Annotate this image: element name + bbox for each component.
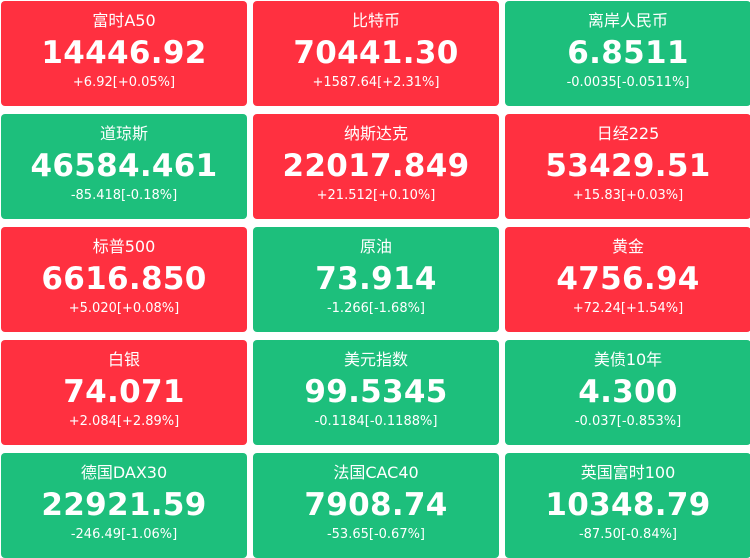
market-name: 美债10年 xyxy=(593,350,663,369)
market-price: 53429.51 xyxy=(545,148,711,184)
market-price: 14446.92 xyxy=(41,35,207,71)
market-change: +21.512[+0.10%] xyxy=(316,188,436,203)
market-price: 22921.59 xyxy=(41,487,207,523)
market-price: 7908.74 xyxy=(304,487,448,523)
market-change: +1587.64[+2.31%] xyxy=(312,75,440,90)
market-price: 4.300 xyxy=(578,374,678,410)
market-price: 6.8511 xyxy=(567,35,689,71)
market-price: 22017.849 xyxy=(282,148,470,184)
market-change: +72.24[+1.54%] xyxy=(572,301,684,316)
market-name: 原油 xyxy=(359,237,392,256)
market-price: 10348.79 xyxy=(545,487,711,523)
market-change: +2.084[+2.89%] xyxy=(68,414,180,429)
market-name: 标普500 xyxy=(92,237,156,256)
market-name: 纳斯达克 xyxy=(343,124,408,143)
market-tile[interactable]: 日经225 53429.51 +15.83[+0.03%] xyxy=(505,114,750,219)
market-name: 美元指数 xyxy=(343,350,408,369)
market-change: -0.037[-0.853%] xyxy=(574,414,682,429)
market-price: 74.071 xyxy=(63,374,185,410)
market-tile[interactable]: 法国CAC40 7908.74 -53.65[-0.67%] xyxy=(253,453,499,558)
market-change: -246.49[-1.06%] xyxy=(70,527,178,542)
market-tile[interactable]: 美元指数 99.5345 -0.1184[-0.1188%] xyxy=(253,340,499,445)
market-name: 离岸人民币 xyxy=(587,11,668,30)
market-name: 富时A50 xyxy=(92,11,156,30)
market-change: -87.50[-0.84%] xyxy=(578,527,678,542)
market-name: 白银 xyxy=(107,350,140,369)
market-name: 法国CAC40 xyxy=(333,463,419,482)
market-tile[interactable]: 纳斯达克 22017.849 +21.512[+0.10%] xyxy=(253,114,499,219)
market-name: 道琼斯 xyxy=(99,124,148,143)
market-tile[interactable]: 美债10年 4.300 -0.037[-0.853%] xyxy=(505,340,750,445)
market-price: 46584.461 xyxy=(30,148,218,184)
market-tile[interactable]: 德国DAX30 22921.59 -246.49[-1.06%] xyxy=(1,453,247,558)
market-tile[interactable]: 黄金 4756.94 +72.24[+1.54%] xyxy=(505,227,750,332)
market-price: 70441.30 xyxy=(293,35,459,71)
market-tile[interactable]: 英国富时100 10348.79 -87.50[-0.84%] xyxy=(505,453,750,558)
market-change: +15.83[+0.03%] xyxy=(572,188,684,203)
market-price: 6616.850 xyxy=(41,261,207,297)
market-name: 比特币 xyxy=(351,11,400,30)
market-change: -0.1184[-0.1188%] xyxy=(314,414,438,429)
market-name: 德国DAX30 xyxy=(80,463,168,482)
market-tile[interactable]: 原油 73.914 -1.266[-1.68%] xyxy=(253,227,499,332)
market-tile[interactable]: 标普500 6616.850 +5.020[+0.08%] xyxy=(1,227,247,332)
market-change: -1.266[-1.68%] xyxy=(326,301,426,316)
market-tile[interactable]: 白银 74.071 +2.084[+2.89%] xyxy=(1,340,247,445)
market-change: -85.418[-0.18%] xyxy=(70,188,178,203)
market-tile[interactable]: 富时A50 14446.92 +6.92[+0.05%] xyxy=(1,1,247,106)
market-name: 英国富时100 xyxy=(580,463,676,482)
market-name: 日经225 xyxy=(596,124,660,143)
market-price: 73.914 xyxy=(315,261,437,297)
market-price: 4756.94 xyxy=(556,261,700,297)
market-change: +5.020[+0.08%] xyxy=(68,301,180,316)
market-tile[interactable]: 比特币 70441.30 +1587.64[+2.31%] xyxy=(253,1,499,106)
market-change: +6.92[+0.05%] xyxy=(72,75,176,90)
market-tile[interactable]: 离岸人民币 6.8511 -0.0035[-0.0511%] xyxy=(505,1,750,106)
market-name: 黄金 xyxy=(611,237,644,256)
market-tile[interactable]: 道琼斯 46584.461 -85.418[-0.18%] xyxy=(1,114,247,219)
market-change: -53.65[-0.67%] xyxy=(326,527,426,542)
market-price: 99.5345 xyxy=(304,374,448,410)
market-change: -0.0035[-0.0511%] xyxy=(566,75,690,90)
